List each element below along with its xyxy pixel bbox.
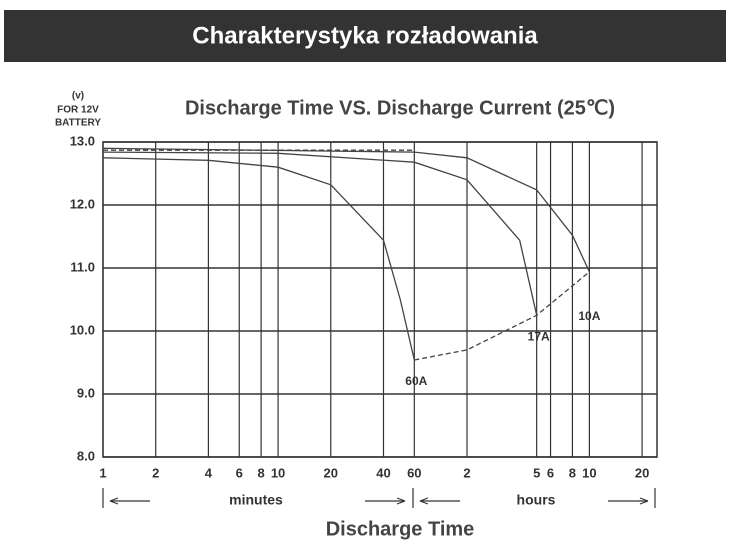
x-tick-label: 1 [99,465,106,480]
x-tick-label: 10 [271,465,285,480]
x-label: Discharge Time [326,518,475,540]
x-tick-label: 5 [533,465,540,480]
x-tick-label: 20 [324,465,338,480]
x-tick-label: 10 [582,465,596,480]
plot-border [102,141,658,458]
x-tick-label: 6 [547,465,554,480]
header-title: Charakterystyka rozładowania [192,22,538,49]
x-tick-label: 4 [205,465,213,480]
y-label: BATTERY [55,118,101,129]
y-tick-label: 8.0 [77,448,95,463]
header-bar [4,10,726,62]
x-tick-label: 2 [463,465,470,480]
series-label: 10A [578,309,600,323]
x-tick-label: 40 [376,465,390,480]
y-tick-label: 12.0 [70,196,95,211]
x-tick-label: 2 [152,465,159,480]
x-unit: hours [517,492,556,508]
series-label: 60A [405,374,427,388]
series-line [102,147,590,273]
x-tick-label: 8 [257,465,264,480]
y-label: FOR 12V [57,105,99,116]
x-unit: minutes [229,492,283,508]
y-tick-label: 13.0 [70,133,95,148]
y-tick-label: 11.0 [70,259,95,274]
x-tick-label: 60 [407,465,421,480]
unit-brackets [102,488,656,508]
x-tick-label: 6 [236,465,243,480]
chart-title: Discharge Time VS. Discharge Current (25… [185,97,615,119]
x-tick-label: 8 [569,465,576,480]
series-line [102,157,415,361]
y-tick-label: 10.0 [70,322,95,337]
series-label: 17A [528,329,550,343]
series-line [102,151,538,316]
x-tick-label: 20 [635,465,649,480]
series-line [414,271,590,361]
y-label: (v) [72,91,84,102]
y-tick-label: 9.0 [77,385,95,400]
